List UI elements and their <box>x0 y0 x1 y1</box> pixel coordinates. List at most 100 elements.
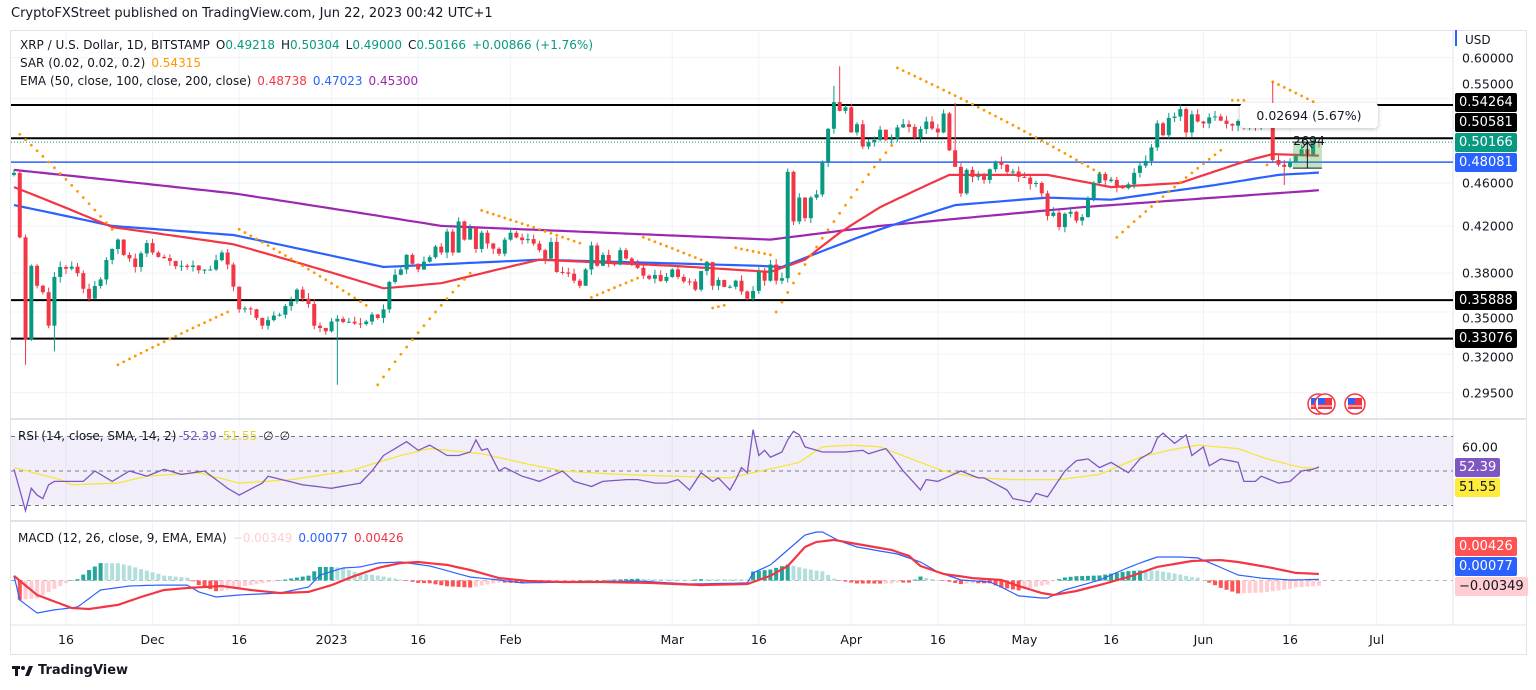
sar-dot <box>145 348 149 352</box>
sar-dot <box>1282 85 1286 89</box>
macd-histogram-bar <box>906 580 911 583</box>
candle-up <box>1010 171 1015 173</box>
macd-histogram-bar <box>115 563 120 581</box>
macd-legend[interactable]: MACD (12, 26, close, 9, EMA, EMA) −0.0034… <box>18 531 410 545</box>
macd-histogram-bar <box>843 580 848 582</box>
sar-dot <box>1196 166 1200 170</box>
sar-dot <box>278 250 282 254</box>
currency-label[interactable]: USD <box>1465 33 1491 47</box>
chart-frame <box>10 30 1527 655</box>
symbol-legend[interactable]: XRP / U.S. Dollar, 1D, BITSTAMP O0.49218 H… <box>20 38 599 52</box>
sar-dot <box>191 326 195 330</box>
macd-histogram-bar <box>468 580 473 588</box>
sar-dot <box>445 297 449 301</box>
time-tick-label: 16 <box>1282 632 1298 647</box>
rsi-legend[interactable]: RSI (14, close, SMA, 14, 2) 52.39 51.55 ∅ ∅ <box>18 429 296 443</box>
sar-dot <box>711 306 715 310</box>
rsi-sma-value: 51.55 <box>222 429 258 443</box>
sar-dot <box>411 338 414 342</box>
sar-dot <box>439 303 443 307</box>
sar-dot <box>359 300 362 303</box>
sar-dot <box>174 334 178 338</box>
sar-dot <box>1051 145 1055 149</box>
sar-dot <box>751 249 755 253</box>
candle-down <box>46 292 51 326</box>
macd-label: MACD (12, 26, close, 9, EMA, EMA) <box>18 531 227 545</box>
macd-hist-value: −0.00349 <box>232 531 293 545</box>
measure-box[interactable] <box>1292 141 1322 169</box>
time-tick-label: Feb <box>499 632 522 647</box>
macd-histogram-bar <box>1264 580 1269 593</box>
sar-dot <box>1178 180 1182 184</box>
candle-down <box>1028 177 1033 184</box>
rsi-value-tag: 52.39 <box>1455 458 1501 477</box>
candle-up <box>421 261 426 270</box>
sar-dot <box>832 220 836 223</box>
macd-signal-value: 0.00426 <box>353 531 404 545</box>
sar-dot <box>1034 136 1038 139</box>
macd-histogram-bar <box>912 579 917 581</box>
candle-up <box>779 278 784 281</box>
candle-down <box>1195 114 1200 122</box>
candle-up <box>548 241 553 259</box>
candle-down <box>1103 173 1108 181</box>
sar-dot <box>653 240 657 244</box>
time-tick-label: Apr <box>840 632 863 647</box>
macd-histogram-bar <box>1028 580 1033 588</box>
ema-legend[interactable]: EMA (50, close, 100, close, 200, close) 0… <box>20 74 424 88</box>
macd-histogram-bar <box>820 571 825 581</box>
sar-dot <box>156 343 160 347</box>
candle-down <box>647 275 652 279</box>
sar-dot <box>1155 200 1159 203</box>
macd-histogram-bar <box>306 575 311 581</box>
macd-histogram-bar <box>878 580 883 584</box>
us-flag-icon[interactable] <box>1344 393 1366 415</box>
sar-dot <box>58 172 62 175</box>
sar-legend[interactable]: SAR (0.02, 0.02, 0.2) 0.54315 <box>20 56 207 70</box>
candle-down <box>185 265 190 268</box>
sar-value: 0.54315 <box>151 56 201 70</box>
candle-down <box>681 276 686 282</box>
candle-up <box>456 221 461 253</box>
candle-down <box>375 314 380 318</box>
high-label: H <box>280 38 291 52</box>
rsi-label: RSI (14, close, SMA, 14, 2) <box>18 429 177 443</box>
sar-dot <box>341 289 345 292</box>
sar-dot <box>301 264 305 268</box>
time-tick-label: 16 <box>1103 632 1119 647</box>
sar-dot <box>18 132 22 136</box>
candle-up <box>58 267 63 277</box>
candle-up <box>964 169 969 194</box>
candle-down <box>906 124 911 127</box>
candle-up <box>1299 149 1304 157</box>
macd-histogram-bar <box>1299 580 1304 588</box>
economic-event-flags[interactable] <box>1307 393 1366 415</box>
ema100-line <box>13 171 1319 269</box>
macd-histogram-bar <box>606 579 611 581</box>
candle-up <box>1109 179 1114 181</box>
sar-dot <box>820 236 824 240</box>
macd-histogram-bar <box>225 580 230 590</box>
macd-histogram-bar <box>381 576 386 581</box>
macd-histogram-bar <box>635 578 640 581</box>
candle-down <box>410 254 415 264</box>
us-flag-icon[interactable] <box>1314 393 1336 415</box>
candle-up <box>785 171 790 279</box>
macd-histogram-bar <box>144 570 149 581</box>
candle-up <box>1085 198 1090 218</box>
candle-up <box>479 232 484 249</box>
sar-dot <box>693 256 697 259</box>
macd-histogram-bar <box>860 580 865 584</box>
tradingview-logo[interactable]: TradingView <box>12 663 128 678</box>
sar-dot <box>64 178 68 181</box>
candle-up <box>878 129 883 140</box>
sar-dot <box>393 360 397 364</box>
candle-down <box>1282 164 1287 167</box>
macd-histogram-bar <box>566 580 571 581</box>
sar-dot <box>70 183 74 187</box>
candle-up <box>1212 116 1217 118</box>
sar-dot <box>139 351 143 355</box>
macd-histogram-bar <box>883 580 888 584</box>
macd-histogram-bar <box>1276 580 1281 591</box>
